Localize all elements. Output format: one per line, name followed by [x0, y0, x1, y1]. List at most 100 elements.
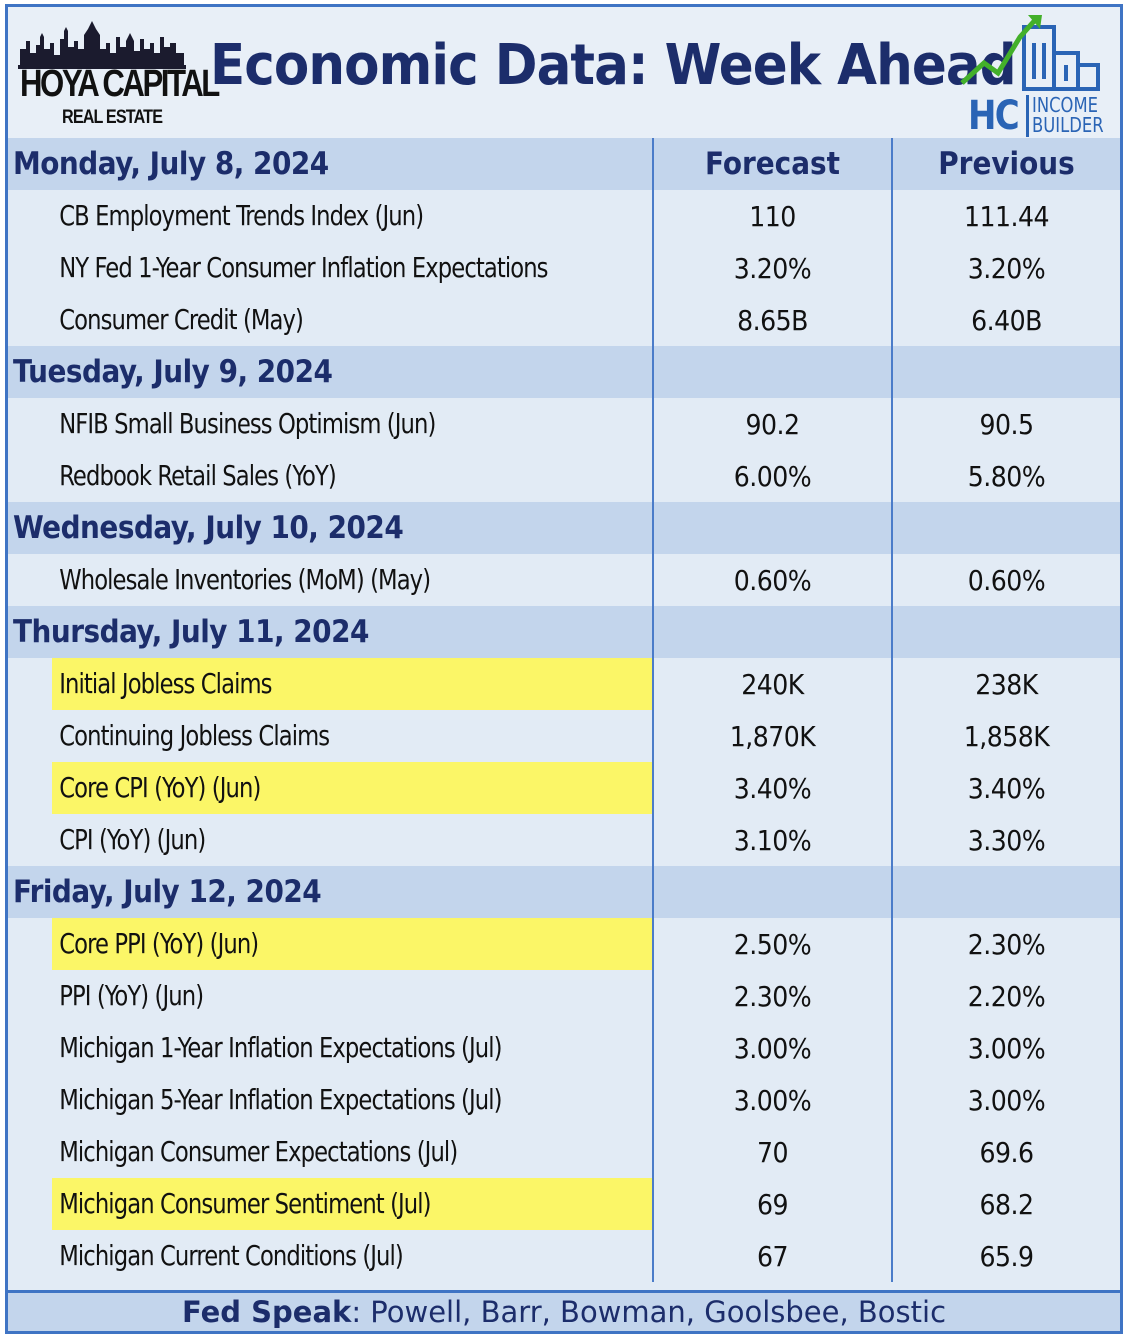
header: HOYA CAPITAL REAL ESTATE Economic Data: … [8, 7, 1120, 141]
previous-value: 3.40% [967, 771, 1046, 805]
hc-income-text: INCOME [1032, 93, 1098, 117]
previous-cell: 3.40% [891, 762, 1120, 814]
indicator-row: CB Employment Trends Index (Jun) 110 111.4… [8, 190, 1120, 242]
indicator-row: Michigan Current Conditions (Jul) 67 65.9 [8, 1230, 1120, 1282]
indicator-name: NY Fed 1-Year Consumer Inflation Expecta… [59, 251, 548, 284]
day-label: Monday, July 8, 2024 [8, 138, 653, 190]
indicator-row: Initial Jobless Claims 240K 238K [8, 658, 1120, 710]
day-spacer [891, 866, 1120, 918]
forecast-value: 3.40% [733, 771, 812, 805]
previous-cell: 2.30% [891, 918, 1120, 970]
indicator-name: Initial Jobless Claims [59, 667, 272, 700]
fed-speak-label: Fed Speak [181, 1295, 352, 1329]
indicator-name: CB Employment Trends Index (Jun) [59, 199, 424, 232]
day-label: Thursday, July 11, 2024 [8, 606, 653, 658]
forecast-cell: 90.2 [652, 398, 892, 450]
forecast-value: 2.30% [733, 979, 812, 1013]
day-spacer [652, 502, 892, 554]
indicator-row: NFIB Small Business Optimism (Jun) 90.2 90… [8, 398, 1120, 450]
indicator-name: Michigan Consumer Expectations (Jul) [59, 1135, 458, 1168]
forecast-value: 0.60% [733, 563, 812, 597]
previous-value: 111.44 [963, 199, 1050, 233]
forecast-cell: 69 [652, 1178, 892, 1230]
day-header-row: Monday, July 8, 2024 Forecast Previous [8, 138, 1120, 190]
day-label: Wednesday, July 10, 2024 [8, 502, 653, 554]
forecast-cell: 67 [652, 1230, 892, 1282]
indicator-name: NFIB Small Business Optimism (Jun) [59, 407, 436, 440]
forecast-cell: 3.10% [652, 814, 892, 866]
previous-cell: 2.20% [891, 970, 1120, 1022]
forecast-cell: 8.65B [652, 294, 892, 346]
indicator-row: Continuing Jobless Claims 1,870K 1,858K [8, 710, 1120, 762]
previous-value: 6.40B [971, 303, 1042, 337]
forecast-cell: 2.50% [652, 918, 892, 970]
forecast-value: 6.00% [733, 459, 812, 493]
indicator-name: Continuing Jobless Claims [59, 719, 330, 752]
indicator-row: Core CPI (YoY) (Jun) 3.40% 3.40% [8, 762, 1120, 814]
day-spacer [652, 346, 892, 398]
indicator-name: PPI (YoY) (Jun) [59, 979, 204, 1012]
fed-speak-names: : Powell, Barr, Bowman, Goolsbee, Bostic [351, 1295, 947, 1329]
indicator-name-cell: CB Employment Trends Index (Jun) [8, 190, 653, 242]
indicator-name-cell: Consumer Credit (May) [8, 294, 653, 346]
forecast-value: 2.50% [733, 927, 812, 961]
forecast-cell: 240K [652, 658, 892, 710]
previous-value: 65.9 [979, 1239, 1034, 1273]
fed-speak-footer: Fed Speak: Powell, Barr, Bowman, Goolsbe… [8, 1290, 1120, 1331]
indicator-name-highlighted: Core PPI (YoY) (Jun) [8, 918, 653, 970]
indicator-name-cell: Michigan 1-Year Inflation Expectations (… [8, 1022, 653, 1074]
indicator-name-cell: PPI (YoY) (Jun) [8, 970, 653, 1022]
forecast-value: 90.2 [745, 407, 800, 441]
indicator-name: Michigan Consumer Sentiment (Jul) [59, 1187, 431, 1220]
indicator-row: Michigan 5-Year Inflation Expectations (… [8, 1074, 1120, 1126]
hc-income-builder-logo: HC INCOME BUILDER [958, 13, 1108, 139]
indicator-row: NY Fed 1-Year Consumer Inflation Expecta… [8, 242, 1120, 294]
forecast-value: 1,870K [729, 719, 816, 753]
previous-value: 68.2 [979, 1187, 1034, 1221]
page-title: Economic Data: Week Ahead [210, 33, 1017, 98]
forecast-value: 3.20% [733, 251, 812, 285]
previous-cell: 238K [891, 658, 1120, 710]
hc-builder-text: BUILDER [1032, 113, 1104, 137]
forecast-value: 8.65B [737, 303, 808, 337]
hc-divider [1026, 95, 1029, 137]
indicator-row: Michigan Consumer Sentiment (Jul) 69 68.2 [8, 1178, 1120, 1230]
hoya-logo-title: HOYA CAPITAL [20, 63, 220, 105]
previous-cell: 68.2 [891, 1178, 1120, 1230]
indicator-row: Redbook Retail Sales (YoY) 6.00% 5.80% [8, 450, 1120, 502]
previous-cell: 5.80% [891, 450, 1120, 502]
indicator-name: Michigan 5-Year Inflation Expectations (… [59, 1083, 502, 1116]
previous-value: 2.20% [967, 979, 1046, 1013]
previous-cell: 3.20% [891, 242, 1120, 294]
previous-cell: 3.30% [891, 814, 1120, 866]
previous-cell: 90.5 [891, 398, 1120, 450]
indicator-name-cell: Continuing Jobless Claims [8, 710, 653, 762]
indicator-row: Core PPI (YoY) (Jun) 2.50% 2.30% [8, 918, 1120, 970]
previous-value: 2.30% [967, 927, 1046, 961]
indicator-name: Michigan Current Conditions (Jul) [59, 1239, 404, 1272]
economic-data-table: Monday, July 8, 2024 Forecast Previous CB E… [8, 138, 1120, 1282]
indicator-name-cell: Michigan Consumer Expectations (Jul) [8, 1126, 653, 1178]
indicator-name-cell: CPI (YoY) (Jun) [8, 814, 653, 866]
previous-value: 238K [975, 667, 1038, 701]
forecast-cell: 3.00% [652, 1074, 892, 1126]
previous-value: 5.80% [967, 459, 1046, 493]
forecast-cell: 110 [652, 190, 892, 242]
forecast-cell: 3.20% [652, 242, 892, 294]
forecast-value: 70 [756, 1135, 789, 1169]
indicator-name: Redbook Retail Sales (YoY) [59, 459, 337, 492]
previous-cell: 6.40B [891, 294, 1120, 346]
previous-value: 3.20% [967, 251, 1046, 285]
day-header-row: Wednesday, July 10, 2024 [8, 502, 1120, 554]
forecast-cell: 6.00% [652, 450, 892, 502]
forecast-cell: 1,870K [652, 710, 892, 762]
day-spacer [891, 606, 1120, 658]
previous-value: 3.30% [967, 823, 1046, 857]
day-spacer [652, 866, 892, 918]
indicator-row: Michigan Consumer Expectations (Jul) 70 69… [8, 1126, 1120, 1178]
day-header-row: Thursday, July 11, 2024 [8, 606, 1120, 658]
indicator-name-highlighted: Core CPI (YoY) (Jun) [8, 762, 653, 814]
indicator-name: Michigan 1-Year Inflation Expectations (… [59, 1031, 502, 1064]
indicator-name-cell: Wholesale Inventories (MoM) (May) [8, 554, 653, 606]
day-label: Tuesday, July 9, 2024 [8, 346, 653, 398]
